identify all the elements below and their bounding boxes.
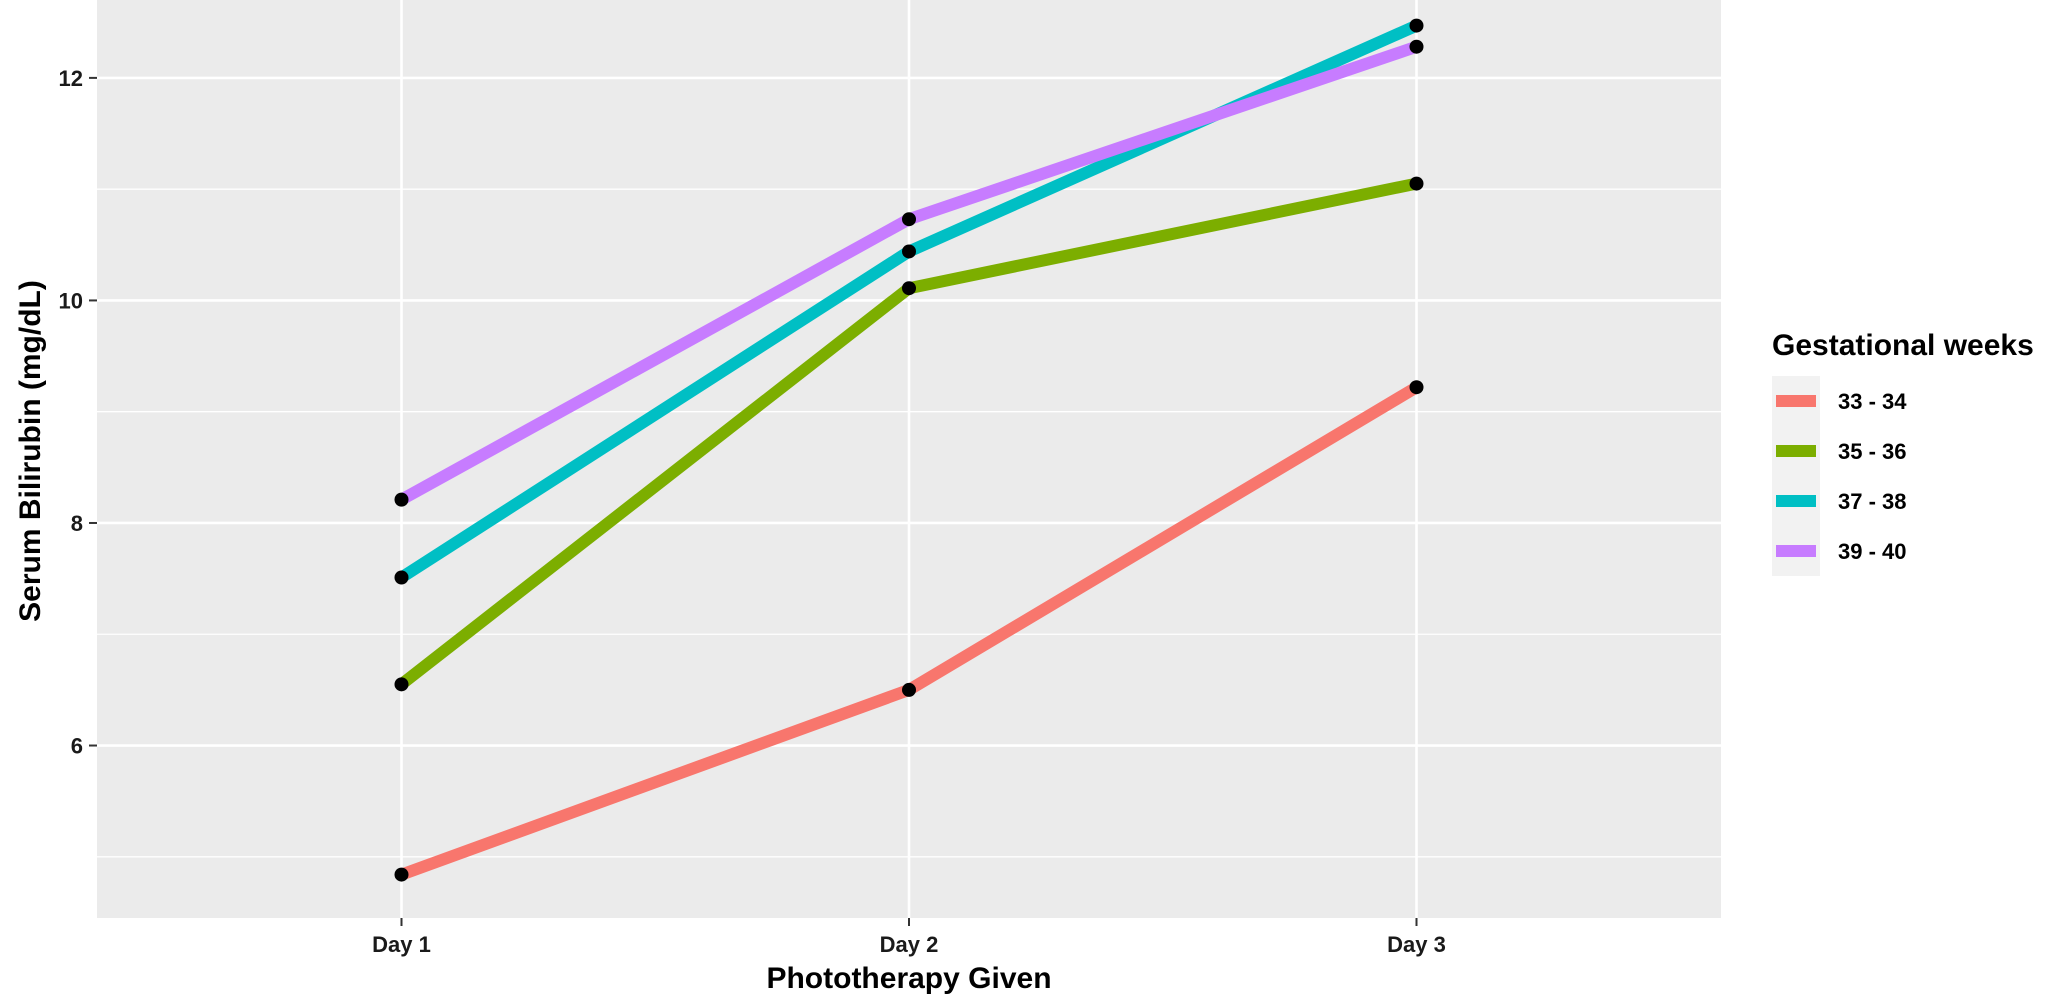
y-tick-label: 8 [71, 511, 83, 536]
y-tick-label: 12 [59, 66, 83, 91]
data-point [902, 212, 916, 227]
data-point [394, 677, 409, 692]
data-point [902, 281, 916, 296]
data-point [394, 570, 409, 585]
x-tick-label: Day 3 [1387, 932, 1446, 957]
legend-label: 37 - 38 [1838, 489, 1907, 514]
data-point [394, 492, 409, 507]
x-axis: Day 1 Day 2 Day 3 [372, 918, 1446, 957]
y-axis: 6 8 10 12 [59, 66, 97, 759]
data-point [1409, 380, 1424, 395]
legend-label: 39 - 40 [1838, 539, 1907, 564]
legend-label: 33 - 34 [1838, 389, 1907, 414]
data-point [1409, 18, 1424, 33]
data-point [902, 682, 916, 697]
data-point [394, 867, 409, 882]
y-tick-label: 6 [71, 734, 83, 759]
x-tick-label: Day 2 [880, 932, 939, 957]
legend-key-background [1772, 376, 1820, 576]
series-points [394, 18, 1424, 882]
data-point [902, 244, 916, 259]
legend-title: Gestational weeks [1772, 329, 2034, 362]
data-point [1409, 176, 1424, 191]
y-tick-label: 10 [59, 288, 83, 313]
x-tick-label: Day 1 [372, 932, 431, 957]
x-axis-title: Phototherapy Given [766, 962, 1051, 995]
legend-items: 33 - 34 35 - 36 37 - 38 39 - 40 [1776, 389, 1907, 564]
gridlines [97, 0, 1721, 918]
data-point [1409, 39, 1424, 54]
legend-label: 35 - 36 [1838, 439, 1907, 464]
y-axis-title: Serum Bilirubin (mg/dL) [14, 280, 47, 622]
